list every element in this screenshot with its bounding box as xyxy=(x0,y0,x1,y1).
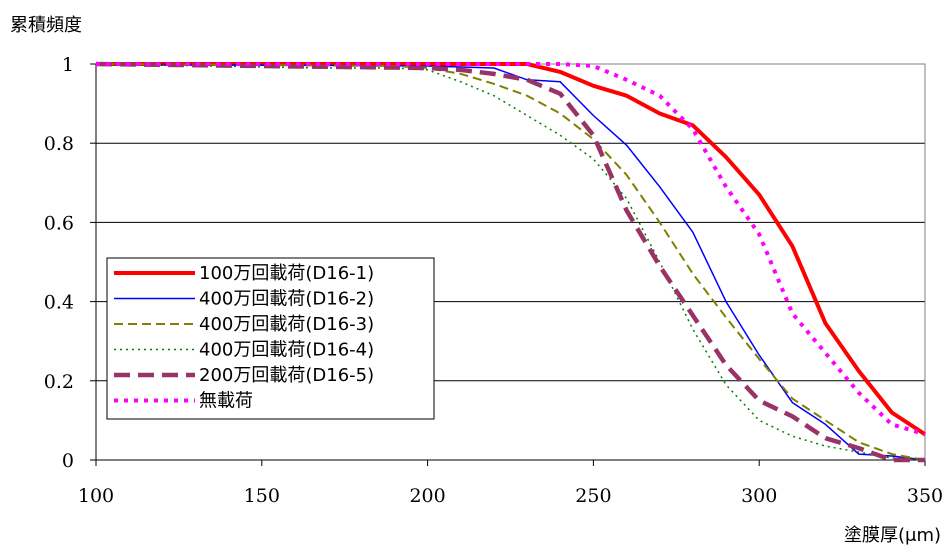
x-tick-label-4: 300 xyxy=(741,485,777,507)
legend-label-4: 400万回載荷(D16-4) xyxy=(199,340,374,361)
legend: 100万回載荷(D16-1) 400万回載荷(D16-2) 400万回載荷(D16-… xyxy=(106,257,435,420)
series-line-6 xyxy=(96,62,926,437)
x-tick-label-3: 250 xyxy=(575,485,611,507)
legend-label-5: 200万回載荷(D16-5) xyxy=(199,365,374,386)
series-line-1 xyxy=(96,62,927,436)
x-tick-label-5: 350 xyxy=(907,485,943,507)
axes xyxy=(95,64,925,461)
series-line-4 xyxy=(95,63,926,461)
legend-label-1: 100万回載荷(D16-1) xyxy=(199,263,374,284)
x-tick-label-2: 200 xyxy=(409,485,445,507)
legend-label-3: 400万回載荷(D16-3) xyxy=(199,314,374,335)
legend-label-2: 400万回載荷(D16-2) xyxy=(199,289,374,310)
tick-labels: 100 150 200 250 300 350 0 0.2 0.4 0.6 0.8 1 xyxy=(44,54,943,507)
x-tick-label-1: 150 xyxy=(244,485,280,507)
y-tick-label-1: 0.2 xyxy=(44,371,74,393)
y-tick-label-0: 0 xyxy=(62,450,74,472)
y-tick-label-2: 0.4 xyxy=(44,292,74,314)
series-line-3 xyxy=(95,63,926,461)
y-tick-label-4: 0.8 xyxy=(44,133,74,155)
legend-label-6: 無載荷 xyxy=(199,391,253,412)
x-tick-label-0: 100 xyxy=(78,485,114,507)
y-tick-label-3: 0.6 xyxy=(44,212,74,234)
x-axis-title: 塗膜厚(μm) xyxy=(844,524,941,546)
series-line-2 xyxy=(95,63,926,461)
series-line-5 xyxy=(95,61,925,463)
y-axis-title: 累積頻度 xyxy=(10,15,82,36)
y-tick-label-5: 1 xyxy=(62,54,74,76)
series-lines xyxy=(95,61,927,463)
legend-box xyxy=(106,257,435,420)
